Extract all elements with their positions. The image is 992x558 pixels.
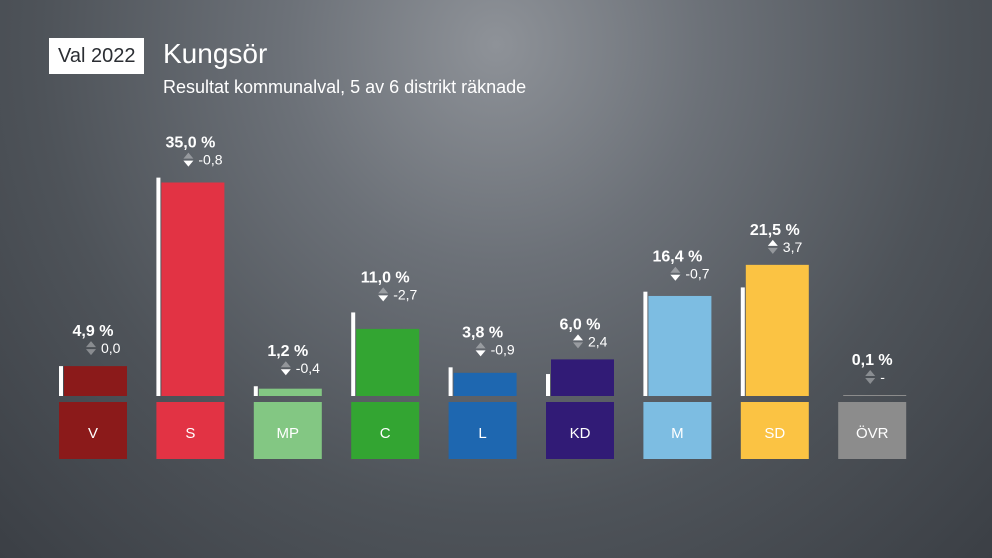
value-label-mp: 1,2 %	[267, 343, 308, 360]
bar-previous-marker-kd	[546, 374, 550, 396]
value-label-kd: 6,0 %	[560, 316, 601, 333]
party-box-vr	[838, 402, 907, 459]
change-up-arrow-icon	[475, 342, 486, 349]
bar-previous-marker-v	[59, 366, 63, 396]
bar-previous-marker-l	[448, 367, 453, 396]
bar-vr	[843, 395, 907, 396]
party-box-sd	[740, 402, 809, 459]
value-label-m: 16,4 %	[652, 249, 702, 266]
bar-m	[648, 295, 712, 396]
bar-previous-marker-sd	[740, 287, 745, 396]
bar-sd	[745, 264, 809, 396]
change-up-arrow-icon	[280, 361, 291, 368]
bar-previous-marker-c	[351, 312, 356, 396]
party-label-c: C	[380, 425, 391, 442]
bar-kd	[551, 359, 614, 396]
change-up-arrow-icon	[183, 152, 194, 159]
party-label-m: M	[671, 425, 684, 442]
value-label-c: 11,0 %	[361, 269, 410, 286]
party-label-kd: KD	[570, 425, 591, 442]
party-box-c	[351, 402, 420, 459]
party-label-vr: ÖVR	[856, 424, 889, 442]
change-label-vr: -	[880, 369, 885, 385]
change-label-mp: -0,4	[296, 360, 320, 376]
bar-l	[453, 372, 517, 396]
change-up-arrow-icon	[378, 287, 389, 294]
bar-previous-marker-s	[156, 177, 161, 396]
change-down-arrow-icon	[280, 369, 291, 376]
change-down-arrow-icon	[86, 349, 96, 356]
change-down-arrow-icon	[767, 247, 778, 254]
change-down-arrow-icon	[183, 160, 194, 167]
party-label-v: V	[88, 425, 98, 442]
change-label-kd: 2,4	[588, 333, 608, 349]
change-label-l: -0,9	[491, 341, 515, 357]
change-down-arrow-icon	[573, 342, 583, 349]
value-label-l: 3,8 %	[462, 324, 503, 341]
party-label-sd: SD	[764, 425, 785, 442]
party-box-kd	[546, 402, 614, 459]
change-down-arrow-icon	[865, 378, 876, 384]
bar-previous-marker-m	[643, 291, 648, 396]
party-box-v	[59, 402, 127, 459]
change-up-arrow-icon	[767, 239, 778, 246]
change-up-arrow-icon	[573, 334, 583, 341]
change-label-s: -0,8	[198, 152, 222, 168]
party-box-mp	[253, 402, 322, 459]
party-box-s	[156, 402, 225, 459]
municipality-title: Kungsör	[163, 38, 268, 69]
value-label-vr: 0,1 %	[852, 352, 893, 369]
party-label-mp: MP	[277, 425, 300, 442]
change-down-arrow-icon	[378, 295, 389, 302]
party-box-m	[643, 402, 712, 459]
change-down-arrow-icon	[475, 350, 486, 357]
change-label-v: 0,0	[101, 340, 121, 356]
change-up-arrow-icon	[86, 341, 96, 348]
results-subtitle: Resultat kommunalval, 5 av 6 distrikt rä…	[163, 77, 527, 97]
value-label-sd: 21,5 %	[750, 222, 800, 239]
bar-v	[64, 366, 127, 396]
change-up-arrow-icon	[670, 266, 681, 273]
change-up-arrow-icon	[865, 370, 876, 376]
value-label-v: 4,9 %	[73, 323, 114, 340]
value-label-s: 35,0 %	[165, 135, 215, 152]
change-down-arrow-icon	[670, 274, 681, 281]
change-label-c: -2,7	[393, 286, 417, 302]
change-label-m: -0,7	[685, 266, 709, 282]
bar-s	[161, 182, 225, 396]
change-label-sd: 3,7	[783, 239, 803, 255]
election-year-badge: Val 2022	[49, 38, 145, 74]
bar-c	[356, 328, 420, 396]
party-label-l: L	[478, 425, 486, 442]
bar-mp	[258, 388, 322, 396]
party-label-s: S	[185, 425, 195, 442]
bar-previous-marker-mp	[253, 386, 258, 396]
party-box-l	[448, 402, 517, 459]
